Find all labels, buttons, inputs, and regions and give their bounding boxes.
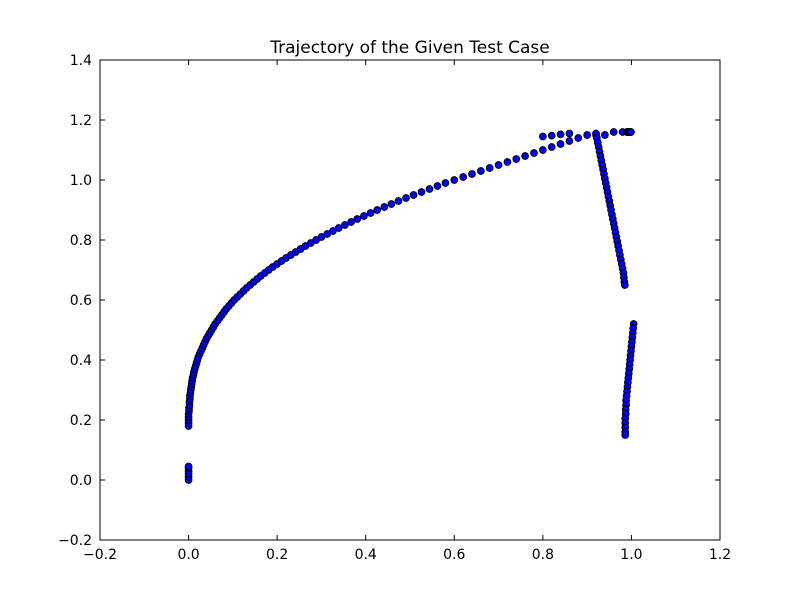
data-point-series-1	[583, 131, 591, 139]
data-point-series-2	[620, 281, 629, 289]
data-point-series-1	[360, 212, 368, 220]
x-tick-label: 0.4	[355, 547, 377, 563]
y-tick-label: 1.2	[70, 113, 92, 129]
data-point-series-1	[565, 137, 574, 145]
data-point-series-1	[387, 200, 396, 208]
data-point-series-1	[409, 191, 418, 199]
data-point-series-1	[494, 161, 503, 169]
y-tick-label: 0.0	[70, 473, 92, 489]
data-point-series-1	[565, 129, 574, 138]
data-point-series-1	[450, 176, 459, 184]
data-point-series-1	[373, 206, 382, 214]
data-point-series-1	[184, 462, 193, 471]
data-point-series-1	[425, 185, 434, 193]
data-point-series-1	[380, 203, 389, 211]
y-axis: −0.2 0.0 0.2 0.4 0.6 0.8 1.0 1.2 1.4	[58, 53, 720, 549]
data-point-series-1	[459, 173, 467, 181]
y-tick-label: 1.0	[70, 173, 92, 189]
y-tick-label: 0.6	[70, 293, 92, 309]
data-point-series-3	[621, 431, 630, 439]
data-point-series-1	[394, 197, 403, 205]
x-tick-label: 1.2	[709, 547, 731, 563]
data-point-series-1	[530, 149, 538, 157]
data-point-series-1	[556, 140, 565, 148]
x-tick-label: 0.0	[177, 547, 199, 563]
data-point-series-1	[539, 146, 547, 154]
chart-title: Trajectory of the Given Test Case	[269, 38, 550, 58]
data-point-series-1	[334, 224, 343, 232]
y-tick-label: 0.4	[70, 353, 92, 369]
data-point-series-1	[485, 164, 494, 172]
data-point-series-1	[477, 167, 485, 175]
data-point-series-1	[417, 188, 426, 196]
data-point-series-1	[547, 143, 556, 151]
data-point-series-1	[353, 215, 362, 223]
x-tick-label: 0.2	[266, 547, 288, 563]
x-tick-label: 0.6	[443, 547, 465, 563]
data-point-series-1	[468, 170, 476, 178]
x-tick-label: 0.8	[532, 547, 554, 563]
y-tick-label: 1.4	[70, 53, 92, 69]
y-tick-label: −0.2	[58, 533, 92, 549]
data-point-series-1	[609, 128, 618, 136]
data-point-series-1	[601, 131, 609, 139]
data-point-series-1	[441, 179, 450, 187]
data-point-series-1	[433, 182, 442, 190]
data-point-series-1	[521, 152, 529, 160]
x-tick-label: 1.0	[620, 547, 642, 563]
points-layer	[184, 128, 638, 484]
data-point-series-1	[512, 155, 521, 163]
data-point-series-1	[547, 131, 556, 140]
data-point-series-1	[347, 218, 355, 226]
data-point-series-1	[539, 132, 547, 141]
data-point-series-1	[341, 221, 349, 229]
data-point-series-1	[627, 128, 635, 136]
y-tick-label: 0.2	[70, 413, 92, 429]
data-point-series-1	[366, 209, 375, 217]
data-point-series-1	[503, 158, 512, 166]
data-point-series-1	[574, 134, 583, 142]
y-tick-label: 0.8	[70, 233, 92, 249]
x-tick-label: −0.2	[83, 547, 117, 563]
x-axis: −0.2 0.0 0.2 0.4 0.6 0.8 1.0 1.2	[83, 60, 731, 563]
data-point-series-1	[556, 130, 565, 139]
data-point-series-1	[402, 194, 410, 202]
